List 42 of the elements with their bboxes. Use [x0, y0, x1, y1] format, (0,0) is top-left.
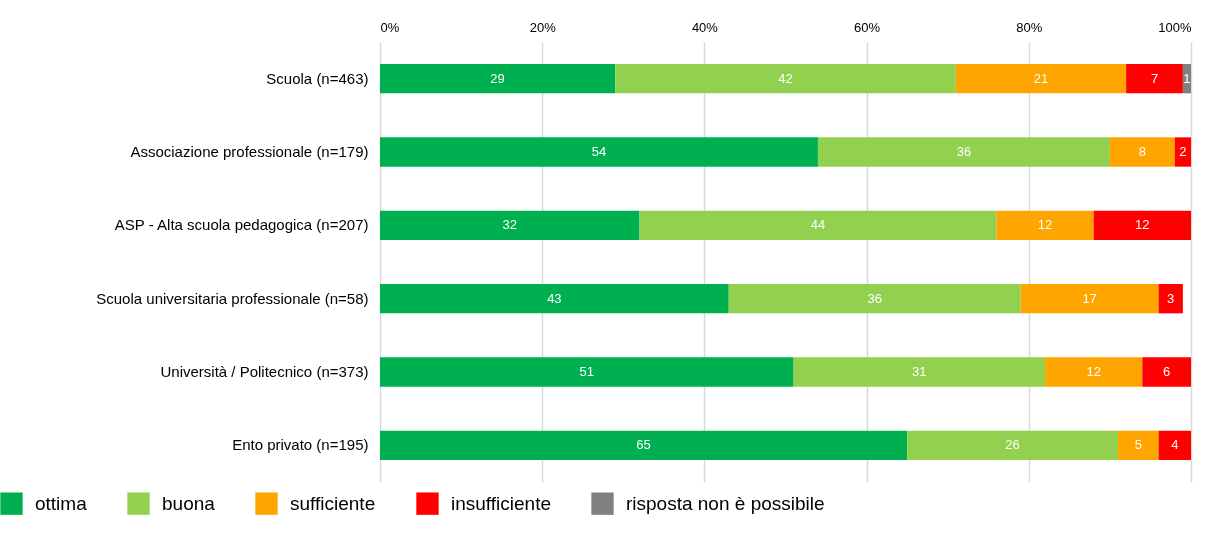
- data-label: 17: [1082, 290, 1097, 306]
- data-label: 36: [956, 144, 972, 159]
- data-label: 2: [1179, 144, 1187, 159]
- x-tick-label: 20%: [529, 19, 557, 35]
- data-label: 3: [1167, 290, 1175, 306]
- data-label: 5: [1134, 437, 1142, 453]
- y-tick-label: Scuola universitaria professionale (n=58): [96, 289, 369, 307]
- legend-label: buona: [162, 492, 216, 514]
- y-tick-label: Scuola (n=463): [266, 69, 369, 87]
- data-label: 4: [1171, 437, 1179, 453]
- y-tick-label: Associazione professionale (n=179): [130, 143, 369, 160]
- data-label: 12: [1037, 217, 1053, 233]
- legend-label: sufficiente: [290, 492, 376, 514]
- data-label: 44: [810, 217, 826, 233]
- data-label: 21: [1033, 70, 1049, 86]
- data-label: 42: [778, 70, 793, 86]
- data-label: 1: [1183, 70, 1191, 86]
- data-label: 7: [1150, 70, 1159, 86]
- data-label: 51: [579, 364, 595, 379]
- data-label: 12: [1086, 364, 1101, 379]
- y-tick-label: ASP - Alta scuola pedagogica (n=207): [114, 216, 369, 234]
- legend-label: risposta non è possibile: [626, 492, 825, 514]
- x-tick-label: 80%: [1016, 19, 1043, 35]
- legend-label: ottima: [35, 492, 88, 514]
- data-label: 36: [867, 290, 882, 306]
- data-label: 26: [1005, 437, 1020, 453]
- x-tick-label: 0%: [380, 19, 400, 35]
- data-label: 6: [1163, 364, 1171, 379]
- data-label: 12: [1135, 217, 1150, 233]
- data-label: 54: [591, 144, 607, 159]
- data-label: 32: [502, 217, 517, 233]
- data-label: 29: [490, 70, 505, 86]
- data-label: 8: [1138, 144, 1146, 159]
- data-label: 43: [547, 290, 562, 306]
- legend-label: insufficiente: [451, 492, 551, 514]
- x-tick-label: 60%: [854, 19, 881, 35]
- data-label: 65: [636, 437, 651, 453]
- y-tick-label: Università / Politecnico (n=373): [160, 363, 369, 380]
- data-label: 31: [912, 364, 927, 379]
- x-tick-label: 100%: [1158, 19, 1192, 35]
- x-tick-label: 40%: [691, 19, 719, 35]
- y-tick-label: Ento privato (n=195): [232, 436, 369, 454]
